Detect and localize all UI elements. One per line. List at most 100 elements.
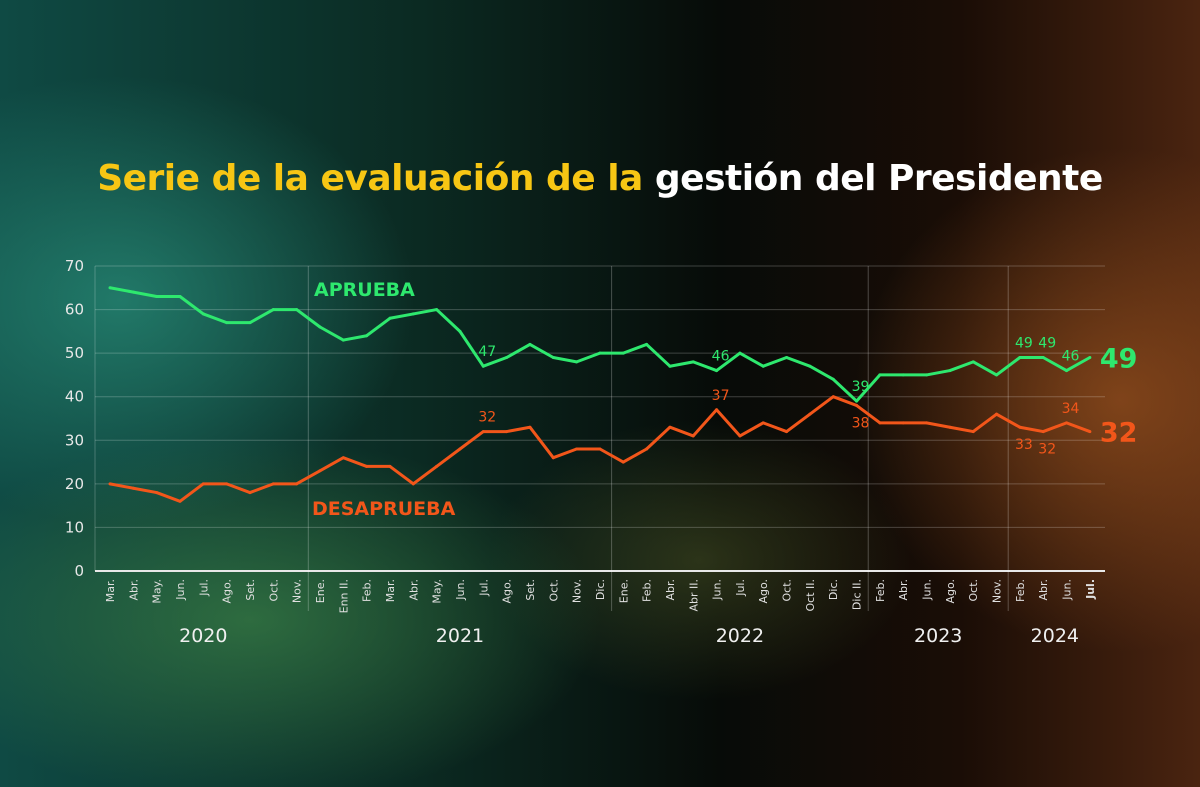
data-point xyxy=(971,430,975,434)
data-point xyxy=(295,308,299,312)
x-tick-label: Set. xyxy=(244,579,257,601)
data-point xyxy=(598,351,602,355)
x-tick-label: Nov. xyxy=(571,579,584,603)
data-point xyxy=(295,482,299,486)
x-tick-label: Abr. xyxy=(1037,579,1050,601)
x-tick-label: Ene. xyxy=(617,579,630,603)
x-tick-label: Oct. xyxy=(267,579,280,602)
x-tick-label: Jun. xyxy=(454,579,467,601)
data-point xyxy=(505,356,509,359)
x-tick-label: Jun. xyxy=(711,579,724,601)
data-point xyxy=(855,403,859,407)
data-point xyxy=(738,351,742,355)
x-tick-label: Jun. xyxy=(174,579,187,601)
data-point xyxy=(761,364,765,368)
x-tick-label: Feb. xyxy=(874,579,887,602)
x-tick-label: Ago. xyxy=(501,579,514,604)
x-tick-label: Enn II. xyxy=(337,579,350,613)
data-point xyxy=(388,316,392,320)
x-tick-label: Abr. xyxy=(127,579,140,601)
data-point xyxy=(131,486,135,490)
data-point xyxy=(971,360,975,364)
year-label: 2024 xyxy=(1031,625,1079,647)
end-value-label: 32 xyxy=(1100,418,1138,449)
x-tick-label: Oct. xyxy=(547,579,560,602)
data-point xyxy=(411,482,415,486)
data-point xyxy=(645,342,649,346)
title-part-white: gestión del Presidente xyxy=(654,158,1103,199)
x-tick-label: Jun. xyxy=(1061,579,1074,601)
data-point xyxy=(715,369,719,373)
x-tick-label: Jul. xyxy=(197,579,210,597)
data-label: 37 xyxy=(712,388,730,404)
x-tick-label: Set. xyxy=(524,579,537,601)
data-point xyxy=(318,469,322,473)
data-point xyxy=(458,329,462,333)
data-point xyxy=(995,373,999,377)
x-tick-label: May. xyxy=(151,579,164,604)
data-point xyxy=(155,491,159,495)
x-tick-label: Dic. xyxy=(827,579,840,600)
x-tick-label: Ago. xyxy=(944,579,957,604)
data-point xyxy=(248,491,252,495)
year-label: 2021 xyxy=(436,625,484,647)
x-tick-label: Jul. xyxy=(477,579,490,597)
data-point xyxy=(1088,430,1092,434)
data-point xyxy=(808,364,812,368)
year-label: 2022 xyxy=(716,625,764,647)
title-part-yellow: Serie de la evaluación de la xyxy=(97,158,643,199)
x-tick-label: Ene. xyxy=(314,579,327,603)
year-label: 2023 xyxy=(914,625,962,647)
data-point xyxy=(761,421,765,425)
data-point xyxy=(1065,421,1069,425)
data-point xyxy=(575,360,579,364)
data-point xyxy=(621,351,625,355)
x-tick-label: Abr. xyxy=(897,579,910,601)
x-tick-label: Mar. xyxy=(104,579,117,602)
data-label: 32 xyxy=(1038,442,1056,458)
data-point xyxy=(785,430,789,434)
data-point xyxy=(621,460,625,464)
x-tick-label: Oct. xyxy=(967,579,980,602)
data-point xyxy=(388,464,392,468)
data-point xyxy=(575,447,579,451)
y-tick-label: 20 xyxy=(65,475,84,493)
data-point xyxy=(108,286,112,290)
x-tick-label: Dic. xyxy=(594,579,607,600)
data-label: 49 xyxy=(1038,336,1056,352)
data-point xyxy=(1041,356,1045,359)
data-point xyxy=(365,334,369,338)
data-point xyxy=(341,338,345,342)
data-point xyxy=(505,430,509,434)
data-point xyxy=(901,373,905,377)
data-point xyxy=(365,464,369,468)
y-tick-label: 60 xyxy=(65,301,84,319)
x-tick-label: Oct II. xyxy=(804,579,817,612)
data-point xyxy=(225,321,229,325)
data-label: 38 xyxy=(852,415,870,431)
data-point xyxy=(1041,430,1045,434)
x-tick-label: Mar. xyxy=(384,579,397,602)
data-point xyxy=(551,356,555,359)
x-tick-label: Jul. xyxy=(1084,579,1097,600)
data-point xyxy=(201,482,205,486)
data-point xyxy=(271,308,275,312)
data-label: 46 xyxy=(712,349,730,365)
data-point xyxy=(178,295,182,298)
data-label: 47 xyxy=(478,344,496,360)
y-tick-label: 10 xyxy=(65,518,84,536)
data-point xyxy=(925,373,929,377)
end-value-label: 49 xyxy=(1100,344,1138,375)
data-point xyxy=(901,421,905,425)
data-point xyxy=(341,456,345,460)
data-point xyxy=(948,425,952,429)
data-point xyxy=(225,482,229,486)
data-point xyxy=(528,425,532,429)
x-tick-label: May. xyxy=(431,579,444,604)
data-point xyxy=(131,290,135,294)
y-tick-label: 40 xyxy=(65,388,84,406)
data-point xyxy=(435,464,439,468)
legend-aprueba: APRUEBA xyxy=(314,279,415,301)
data-label: 39 xyxy=(852,379,870,395)
x-tick-label: Jul. xyxy=(734,579,747,597)
